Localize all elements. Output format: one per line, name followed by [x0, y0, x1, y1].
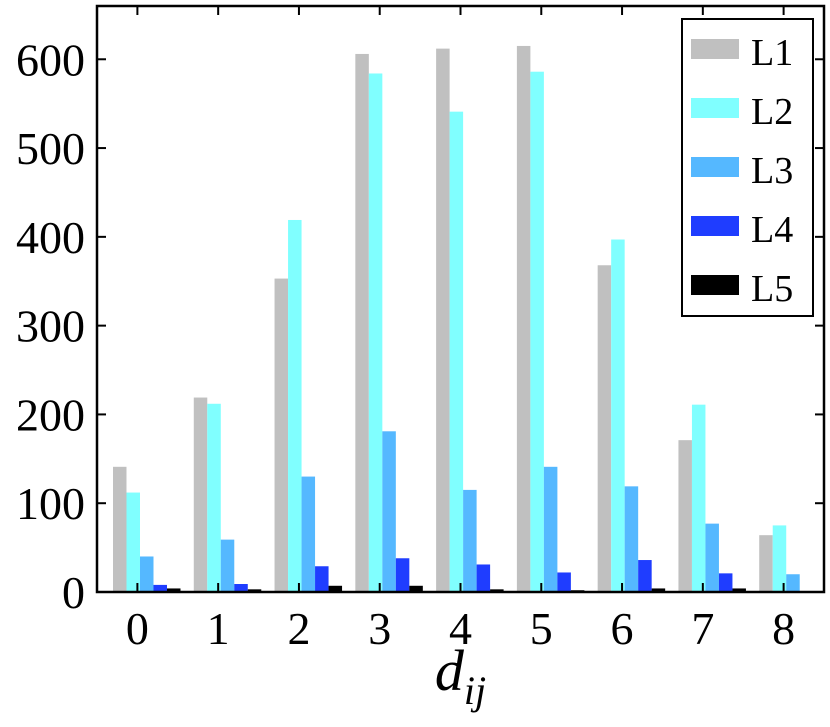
y-tick-label: 400: [16, 212, 85, 263]
bar-L4-5: [557, 572, 571, 592]
bar-L5-2: [328, 585, 343, 592]
bar-L2-0: [126, 492, 140, 592]
bars-group: [113, 45, 800, 593]
y-tick-label: 200: [16, 389, 85, 440]
bar-L5-4: [490, 589, 504, 592]
bar-L4-2: [315, 566, 329, 592]
bar-L1-0: [113, 466, 127, 592]
bar-L2-3: [368, 73, 383, 593]
bar-L2-6: [611, 239, 625, 592]
bar-L1-6: [597, 265, 612, 592]
bar-L5-7: [732, 588, 746, 592]
y-tick-label: 0: [62, 567, 85, 618]
bar-L2-5: [530, 71, 544, 593]
legend: L1 L2 L3 L4 L5: [681, 18, 814, 317]
x-tick-label: 7: [691, 603, 714, 654]
plot-frame: [95, 4, 826, 594]
bar-L5-6: [651, 588, 666, 592]
bar-L2-1: [207, 403, 221, 592]
y-tick-label: 100: [16, 478, 85, 529]
bar-L3-2: [301, 476, 316, 592]
bar-L2-4: [449, 111, 464, 592]
bar-L2-8: [772, 525, 787, 592]
bar-L3-3: [382, 431, 396, 592]
x-tick-label: 6: [611, 603, 634, 654]
bar-L1-4: [436, 48, 450, 593]
bar-L1-5: [516, 45, 531, 593]
x-tick-label: 4: [449, 603, 472, 654]
bar-L2-2: [288, 219, 302, 592]
bar-L5-0: [167, 588, 181, 592]
bar-L4-6: [638, 560, 652, 592]
legend-swatch-L3: [691, 157, 739, 177]
legend-swatch-L5: [691, 275, 739, 295]
bar-L3-1: [220, 539, 235, 592]
x-tick-label: 2: [287, 603, 310, 654]
y-tick-label: 500: [16, 123, 85, 174]
bar-L3-8: [786, 574, 800, 592]
legend-swatch-L4: [691, 216, 739, 236]
bar-L3-0: [140, 556, 154, 592]
y-axis-ticks: 0 100 200 300 400 500 600: [16, 34, 824, 618]
bar-L3-5: [543, 466, 558, 592]
y-tick-label: 300: [16, 301, 85, 352]
x-tick-label: 5: [530, 603, 553, 654]
x-tick-label: 8: [772, 603, 795, 654]
x-tick-label: 0: [126, 603, 149, 654]
legend-label-L3: L3: [751, 150, 793, 192]
bar-L2-7: [691, 404, 706, 592]
bar-L1-3: [355, 53, 369, 593]
legend-label-L5: L5: [751, 268, 793, 310]
x-axis-ticks: 0 1 2 3 4 5 6 7 8: [126, 6, 795, 654]
x-tick-label: 3: [368, 603, 391, 654]
bar-L1-7: [678, 440, 692, 592]
bar-L4-1: [234, 584, 248, 592]
bar-L3-4: [463, 489, 477, 592]
bar-L3-6: [624, 486, 639, 592]
bar-L4-4: [476, 564, 491, 592]
legend-label-L1: L1: [751, 32, 793, 74]
bar-L5-1: [247, 589, 262, 592]
legend-label-L4: L4: [751, 209, 793, 251]
bar-L4-3: [395, 558, 410, 592]
bar-L4-7: [718, 573, 733, 592]
x-tick-label: 1: [207, 603, 230, 654]
bar-L1-1: [193, 397, 208, 592]
legend-label-L2: L2: [751, 91, 793, 133]
x-axis-label: dij: [435, 638, 486, 713]
bar-L3-7: [705, 523, 719, 592]
bar-L4-0: [153, 584, 167, 592]
bar-L1-2: [274, 278, 289, 592]
y-tick-label: 600: [16, 34, 85, 85]
bar-L1-8: [759, 535, 773, 592]
legend-swatch-L1: [691, 39, 739, 59]
legend-swatch-L2: [691, 98, 739, 118]
bar-L5-3: [409, 585, 423, 592]
